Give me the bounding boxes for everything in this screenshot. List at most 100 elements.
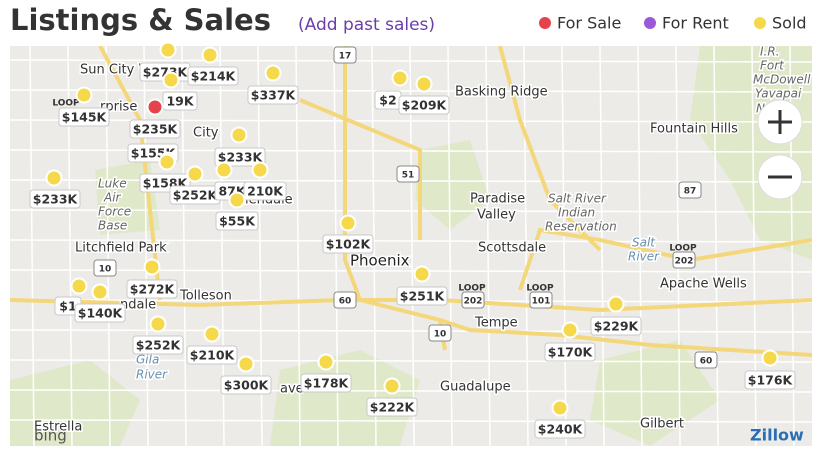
pin-label: $272K — [130, 282, 176, 297]
place-label: Phoenix — [350, 252, 410, 270]
pin-marker[interactable] — [413, 265, 431, 283]
pin-marker[interactable] — [551, 399, 569, 417]
place-label: Fort — [760, 59, 785, 73]
place-label: Litchfield Park — [75, 241, 167, 256]
pin-marker[interactable] — [264, 64, 282, 82]
place-label: River — [628, 250, 660, 264]
street — [10, 359, 812, 363]
place-label: River — [136, 368, 168, 382]
place-label: Sun City W — [80, 63, 151, 78]
road-shield — [93, 259, 117, 277]
place-label: Scottsdale — [478, 241, 546, 256]
pin-label: $170K — [548, 345, 594, 360]
pin-label-box — [186, 345, 238, 365]
pin-marker[interactable] — [203, 325, 221, 343]
pin-marker[interactable] — [230, 126, 248, 144]
pin-marker[interactable] — [91, 283, 109, 301]
street — [10, 89, 812, 93]
street — [181, 46, 187, 446]
pin-label: $178K — [304, 376, 350, 391]
road-shield-label: LOOP — [669, 244, 697, 254]
pin-marker[interactable] — [237, 355, 255, 373]
pin-marker[interactable] — [186, 165, 204, 183]
road-shield — [461, 291, 485, 309]
pin-label: 210K — [247, 184, 284, 199]
legend-marker — [754, 17, 766, 29]
pin-marker[interactable] — [215, 161, 233, 179]
pin-label: $55K — [219, 214, 256, 229]
street — [10, 389, 812, 393]
pin-marker[interactable] — [143, 258, 161, 276]
pin-marker[interactable] — [158, 153, 176, 171]
pin-label: $222K — [370, 400, 416, 415]
road-shield-label: 10 — [434, 330, 447, 340]
pin-marker[interactable] — [339, 214, 357, 232]
pin-marker[interactable] — [228, 191, 246, 209]
pin-marker[interactable] — [45, 169, 63, 187]
pin-label: $233K — [33, 192, 79, 207]
street — [10, 209, 812, 213]
pin-marker[interactable] — [162, 71, 180, 89]
place-label: Luke — [98, 177, 127, 191]
pin-label: $2 — [379, 93, 396, 108]
street — [295, 46, 301, 446]
street — [10, 59, 812, 63]
pin-marker[interactable] — [607, 295, 625, 313]
place-label: City — [193, 126, 219, 141]
pin-label-box — [744, 370, 796, 390]
pin-marker[interactable] — [149, 315, 167, 333]
pin-marker[interactable] — [251, 161, 269, 179]
road-shield-label: LOOP — [52, 99, 80, 109]
legend-marker — [644, 17, 656, 29]
road-shield — [333, 291, 357, 309]
road-shield — [333, 46, 357, 64]
pin-label: $252K — [173, 188, 219, 203]
zoom-in-icon — [768, 110, 792, 134]
legend: For Sale For Rent Sold — [539, 14, 807, 33]
road-shield-label: 60 — [339, 297, 352, 307]
street — [10, 269, 812, 273]
place-label: Salt — [632, 236, 656, 250]
pin-label-box — [247, 85, 299, 105]
place-label: I.R. — [760, 45, 780, 59]
pin-marker[interactable] — [383, 377, 401, 395]
road-shield-label: 17 — [339, 52, 352, 62]
place-label: Guadalupe — [440, 380, 511, 395]
street — [10, 419, 812, 423]
pin-label-box — [74, 303, 126, 323]
pin-label: $145K — [62, 110, 108, 125]
pin-marker[interactable] — [146, 98, 164, 116]
place-label: Basking Ridge — [455, 85, 548, 100]
pin-label: $240K — [538, 422, 584, 437]
place-label: Indian — [558, 206, 595, 220]
pin-marker[interactable] — [317, 353, 335, 371]
pin-label-box — [322, 234, 374, 254]
pin-label: $140K — [78, 306, 124, 321]
place-label: Tolleson — [179, 289, 232, 304]
street — [561, 46, 567, 446]
bing-attribution: bing — [34, 427, 67, 445]
place-label: Base — [98, 219, 127, 233]
pin-marker[interactable] — [70, 277, 88, 295]
road-shield-label: 87 — [684, 187, 697, 197]
place-label: Yavapai — [755, 87, 802, 101]
pin-marker[interactable] — [75, 86, 93, 104]
road-shield-label: 60 — [700, 357, 713, 367]
pin-marker[interactable] — [201, 46, 219, 64]
road-shield-label: 51 — [402, 171, 415, 181]
road-shield-label: 202 — [675, 257, 694, 267]
road-shield — [672, 251, 696, 269]
pin-marker[interactable] — [391, 69, 409, 87]
pin-marker[interactable] — [761, 349, 779, 367]
add-past-sales-link[interactable]: (Add past sales) — [298, 15, 435, 35]
road-shield-label: 10 — [99, 265, 112, 275]
pin-marker[interactable] — [415, 75, 433, 93]
pin-label-box — [58, 107, 110, 127]
place-label: Force — [98, 205, 131, 219]
place-label: ndale — [120, 298, 156, 313]
pin-label-box — [366, 397, 418, 417]
zoom-controls — [757, 99, 803, 200]
page-title: Listings & Sales — [10, 3, 271, 37]
pin-marker[interactable] — [561, 321, 579, 339]
pin-marker[interactable] — [159, 41, 177, 59]
